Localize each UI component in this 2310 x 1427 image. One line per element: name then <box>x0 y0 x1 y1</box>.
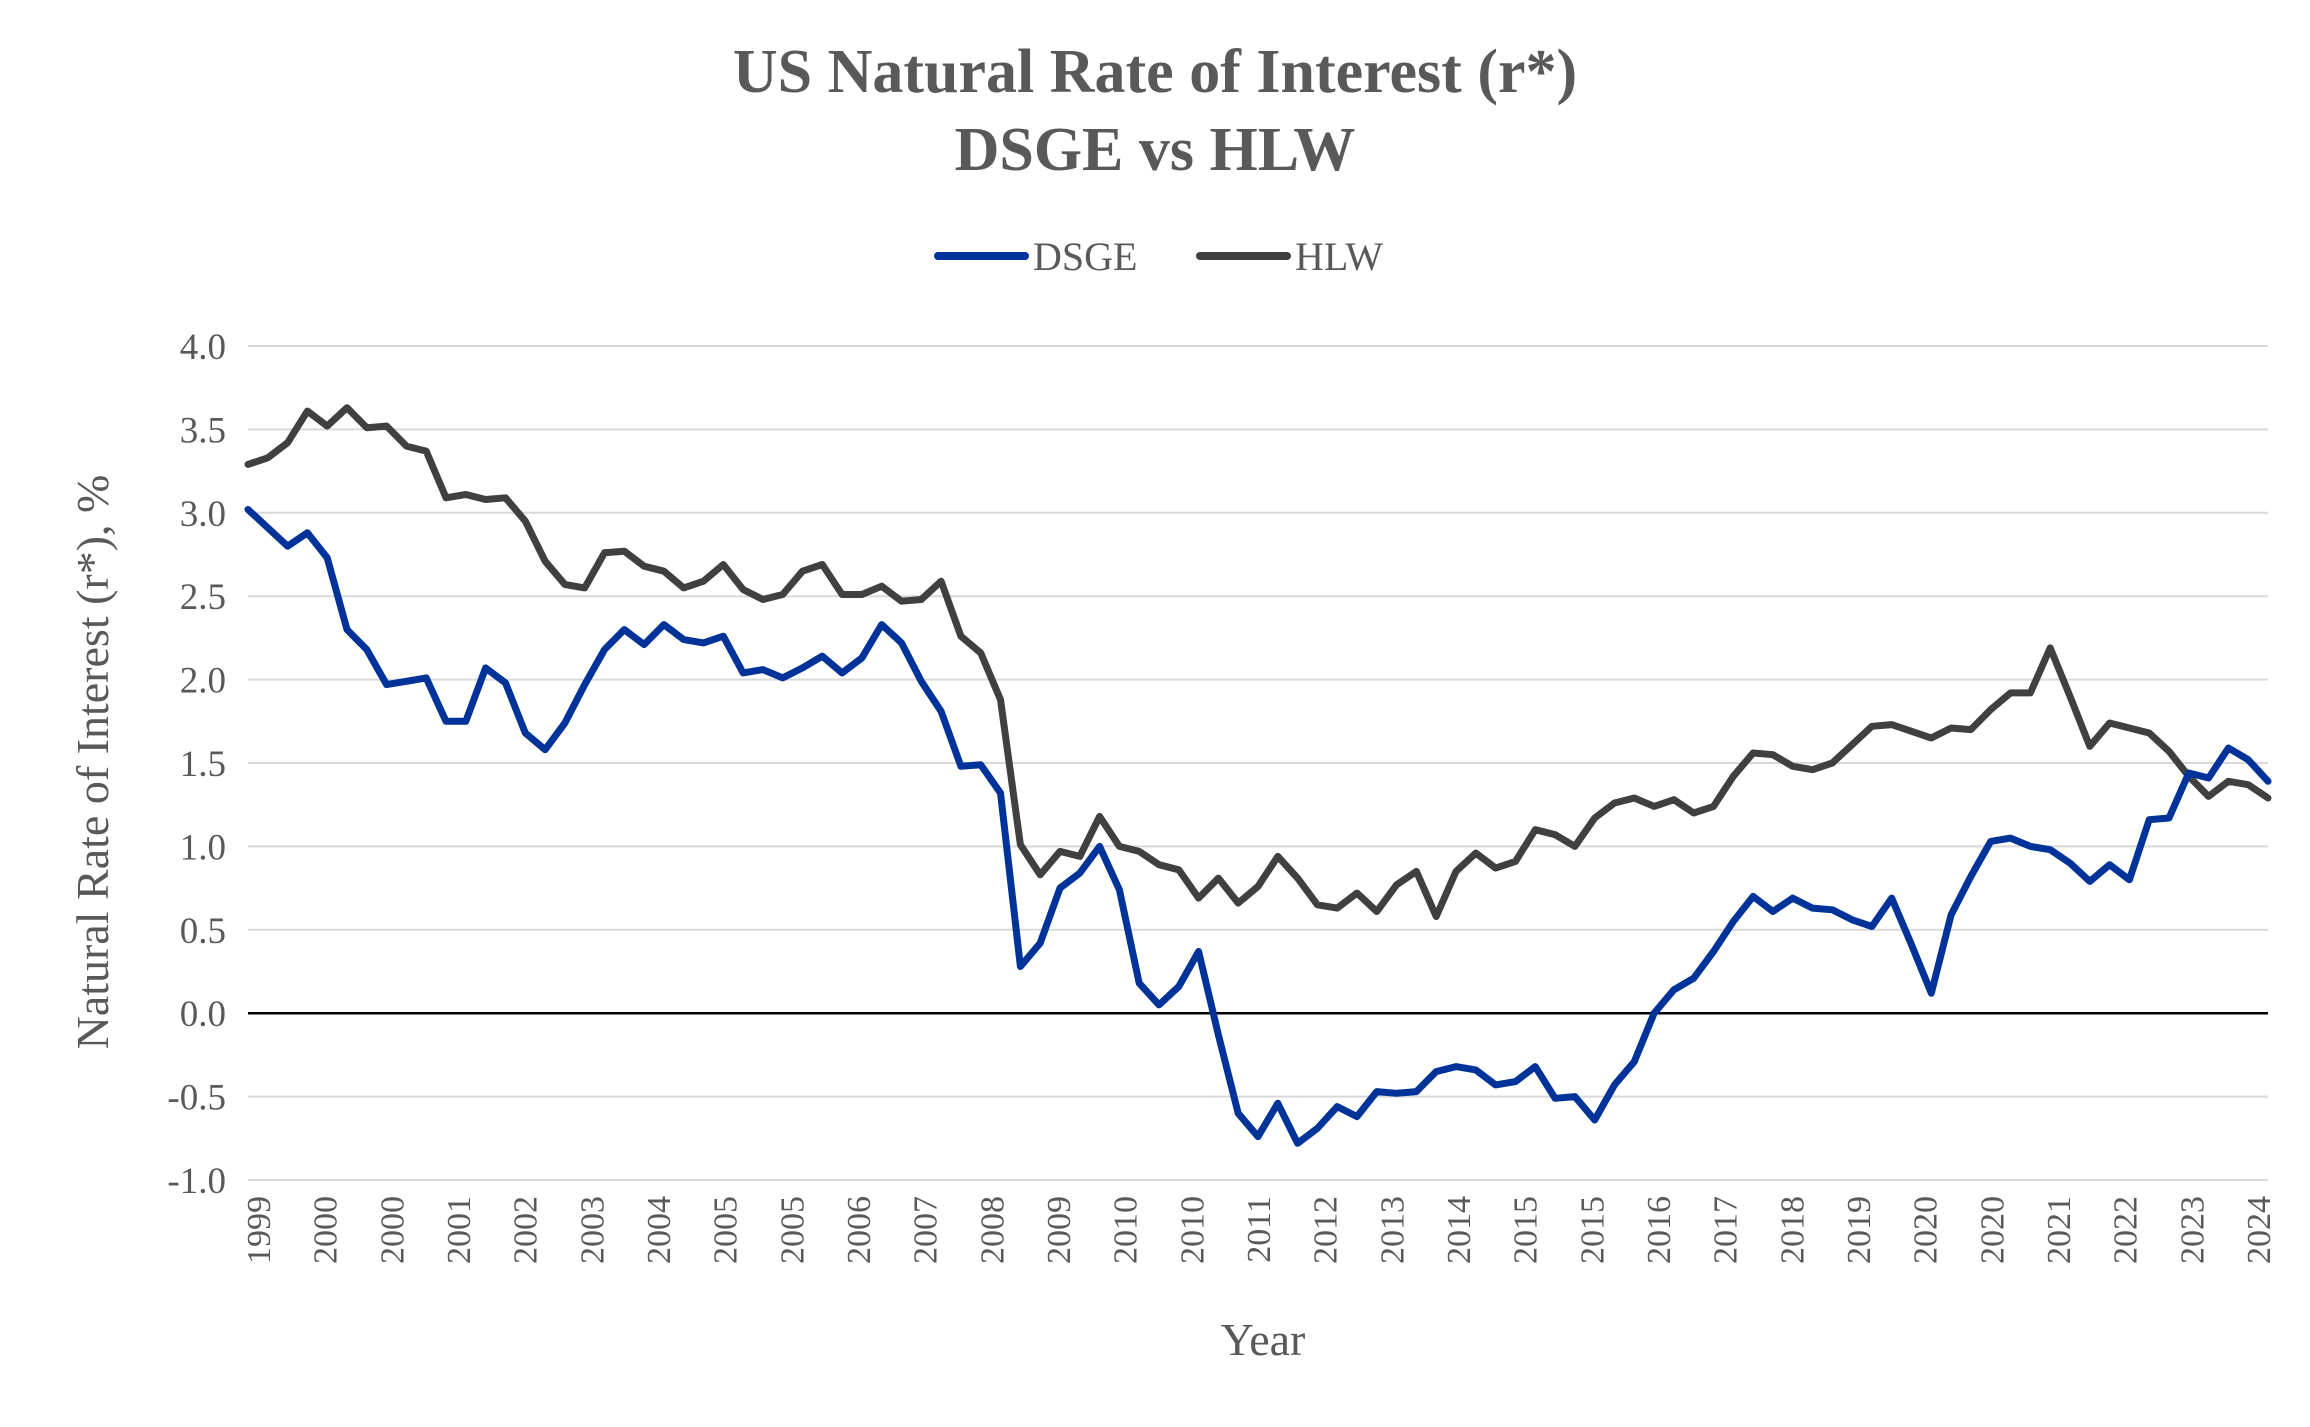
y-tick-label: 0.0 <box>180 994 226 1035</box>
y-tick-label: 2.5 <box>180 577 226 618</box>
y-tick-label: 1.5 <box>180 744 226 785</box>
x-axis-label: Year <box>1221 1314 1306 1365</box>
x-tick-label: 1999 <box>241 1196 278 1264</box>
x-tick-label: 2015 <box>1574 1196 1611 1264</box>
x-tick-label: 2019 <box>1841 1196 1878 1264</box>
x-tick-label: 2004 <box>641 1196 678 1264</box>
x-tick-label: 2006 <box>841 1196 878 1264</box>
x-axis-ticks: 1999 2000 2000 2001 2002 2003 2004 2005 2005 2006… <box>241 1196 2278 1264</box>
x-tick-label: 2017 <box>1708 1196 1745 1264</box>
x-tick-label: 2010 <box>1174 1196 1211 1264</box>
chart-subtitle: DSGE vs HLW <box>955 116 1356 184</box>
y-tick-label: 1.0 <box>180 827 226 868</box>
x-tick-label: 2010 <box>1108 1196 1145 1264</box>
y-tick-label: 2.0 <box>180 661 226 702</box>
x-tick-label: 2014 <box>1441 1196 1478 1264</box>
y-tick-label: 3.0 <box>180 494 226 535</box>
x-tick-label: 2005 <box>708 1196 745 1264</box>
series-layer <box>244 404 2272 1147</box>
y-tick-label: -1.0 <box>167 1161 226 1202</box>
y-axis-ticks: 4.0 3.5 3.0 2.5 2.0 1.5 1.0 0.5 0.0 -0.5 -1.0 <box>167 327 226 1202</box>
x-tick-label: 2018 <box>1774 1196 1811 1264</box>
y-tick-label: 4.0 <box>180 327 226 368</box>
x-tick-label: 2008 <box>974 1196 1011 1264</box>
x-tick-label: 2000 <box>374 1196 411 1264</box>
x-tick-label: 2023 <box>2174 1196 2211 1264</box>
x-tick-label: 2007 <box>908 1196 945 1264</box>
x-tick-label: 2009 <box>1041 1196 1078 1264</box>
series-line-dsge <box>244 506 2272 1147</box>
x-tick-label: 2003 <box>574 1196 611 1264</box>
legend: DSGE HLW <box>934 234 1383 279</box>
x-tick-label: 2020 <box>1908 1196 1945 1264</box>
x-tick-label: 2022 <box>2108 1196 2145 1264</box>
x-tick-label: 2002 <box>508 1196 545 1264</box>
x-tick-label: 2011 <box>1241 1196 1278 1263</box>
series-line-hlw <box>244 404 2272 920</box>
x-tick-label: 2005 <box>774 1196 811 1264</box>
y-axis-label: Natural Rate of Interest (r*), % <box>67 475 118 1050</box>
y-tick-label: 3.5 <box>180 410 226 451</box>
x-tick-label: 2016 <box>1641 1196 1678 1264</box>
y-tick-label: -0.5 <box>167 1078 226 1119</box>
x-tick-label: 2000 <box>308 1196 345 1264</box>
x-tick-label: 2021 <box>2041 1196 2078 1264</box>
legend-label-dsge: DSGE <box>1033 234 1137 279</box>
x-tick-label: 2015 <box>1508 1196 1545 1264</box>
gridlines <box>248 345 2268 1181</box>
x-tick-label: 2012 <box>1308 1196 1345 1264</box>
legend-label-hlw: HLW <box>1295 234 1383 279</box>
y-tick-label: 0.5 <box>180 911 226 952</box>
x-tick-label: 2001 <box>441 1196 478 1264</box>
x-tick-label: 2020 <box>1974 1196 2011 1264</box>
x-tick-label: 2024 <box>2241 1196 2278 1264</box>
x-tick-label: 2013 <box>1374 1196 1411 1264</box>
chart-title: US Natural Rate of Interest (r*) <box>733 38 1577 106</box>
